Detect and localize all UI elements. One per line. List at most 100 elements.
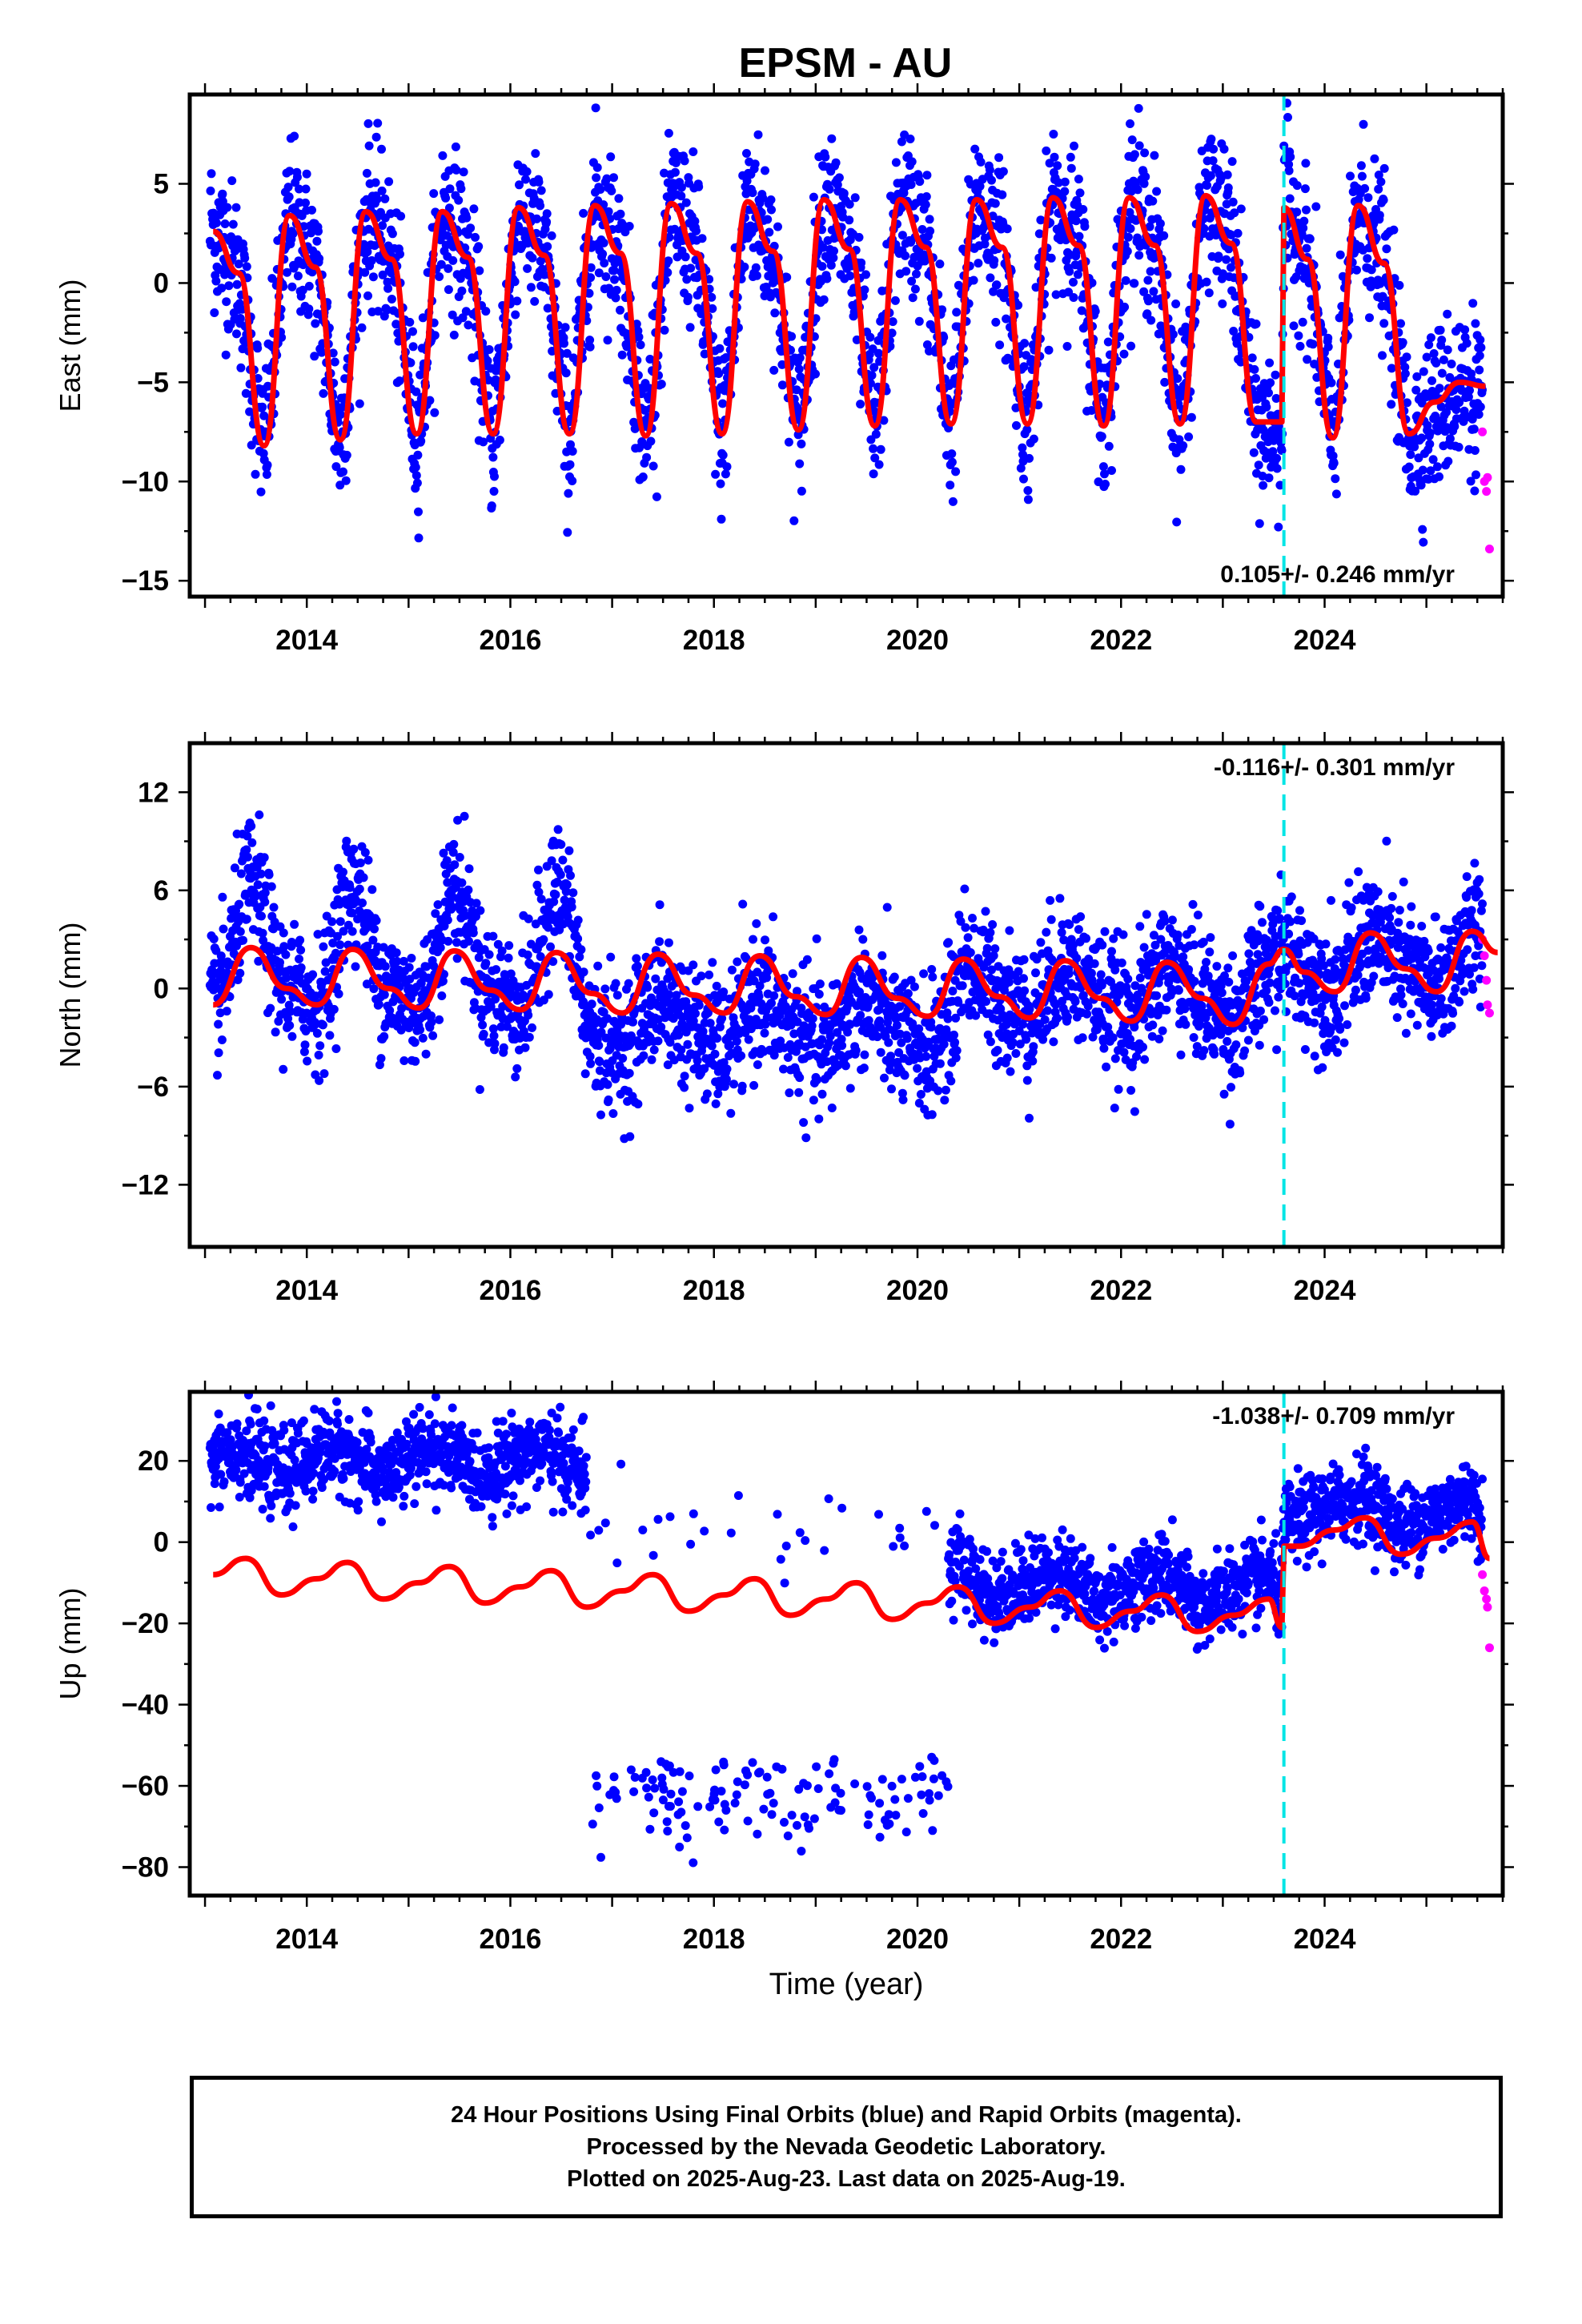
data-point [1476, 402, 1485, 412]
data-point [454, 195, 464, 205]
data-point [795, 353, 805, 363]
data-point [379, 943, 388, 952]
data-point [222, 297, 231, 307]
data-point [1327, 378, 1336, 388]
data-point [600, 984, 610, 994]
data-point [290, 131, 299, 141]
data-point [1432, 462, 1442, 472]
data-point [1462, 339, 1472, 348]
data-point [592, 163, 602, 172]
data-point [624, 979, 633, 988]
data-point [689, 960, 698, 970]
data-point [1402, 352, 1411, 362]
data-point [1143, 275, 1153, 285]
data-point [664, 256, 673, 266]
data-point [839, 189, 849, 198]
data-point [1023, 495, 1033, 505]
data-point [1223, 170, 1232, 179]
data-point [584, 288, 594, 298]
data-point [524, 1032, 534, 1042]
data-point [680, 1083, 689, 1092]
data-point [1367, 265, 1376, 275]
data-point [227, 176, 237, 186]
data-point [1476, 343, 1486, 352]
data-point [934, 1086, 943, 1096]
data-point [322, 911, 331, 921]
data-point [1005, 926, 1014, 935]
data-point [648, 461, 658, 471]
data-point [708, 304, 717, 313]
data-point [649, 1045, 659, 1055]
data-point [314, 1051, 323, 1059]
data-point [935, 259, 945, 269]
data-point [815, 979, 825, 989]
data-point [528, 1023, 536, 1032]
data-point [753, 130, 763, 139]
data-point [1299, 216, 1309, 226]
data-point [819, 295, 829, 304]
data-point [606, 152, 616, 162]
data-point [642, 452, 652, 462]
data-point [254, 956, 263, 966]
data-point [1395, 280, 1404, 290]
data-point [1126, 341, 1136, 351]
data-point [300, 1040, 310, 1050]
data-point [1069, 277, 1078, 287]
data-point [981, 907, 990, 916]
data-point [341, 476, 351, 485]
data-point [1133, 233, 1142, 243]
data-point [1305, 234, 1315, 243]
data-point [1374, 184, 1383, 194]
data-point [448, 847, 458, 857]
data-point [909, 982, 919, 991]
data-point [363, 291, 372, 300]
data-point [347, 908, 357, 918]
data-point [357, 323, 367, 332]
data-point [1144, 296, 1153, 306]
data-point [1146, 316, 1156, 325]
data-point [579, 967, 588, 977]
data-point [479, 1029, 488, 1039]
data-point [1018, 450, 1027, 460]
data-point [1077, 306, 1086, 316]
data-point [406, 358, 416, 368]
rapid-point [1482, 487, 1492, 497]
data-point [443, 915, 452, 925]
data-point [521, 175, 530, 184]
data-point [283, 267, 291, 277]
data-point [950, 1038, 960, 1047]
data-point [858, 935, 868, 944]
data-point [319, 1069, 329, 1079]
data-point [213, 1071, 222, 1080]
data-point [1323, 333, 1333, 343]
data-point [1295, 341, 1305, 351]
data-point [1419, 537, 1428, 547]
data-point [1431, 358, 1441, 368]
data-point [489, 1031, 499, 1040]
data-point [653, 1036, 663, 1046]
data-point [436, 235, 445, 245]
data-point [1060, 187, 1070, 196]
data-point [809, 192, 818, 202]
data-point [655, 900, 665, 910]
data-point [1382, 244, 1391, 254]
data-point [1452, 405, 1461, 414]
data-point [1254, 460, 1263, 470]
data-point [499, 1043, 508, 1052]
data-point [795, 459, 805, 468]
data-point [634, 332, 644, 342]
data-point [1454, 442, 1464, 452]
data-point [255, 810, 264, 819]
data-point [737, 1051, 746, 1060]
data-point [935, 1059, 945, 1068]
data-point [1427, 376, 1436, 385]
data-point [1023, 486, 1033, 495]
data-point [1066, 152, 1075, 162]
data-point [436, 259, 446, 269]
data-point [1122, 247, 1132, 256]
data-point [475, 266, 484, 275]
data-point [914, 1024, 924, 1034]
data-point [520, 227, 529, 236]
data-point [236, 869, 246, 879]
data-point [370, 924, 379, 934]
